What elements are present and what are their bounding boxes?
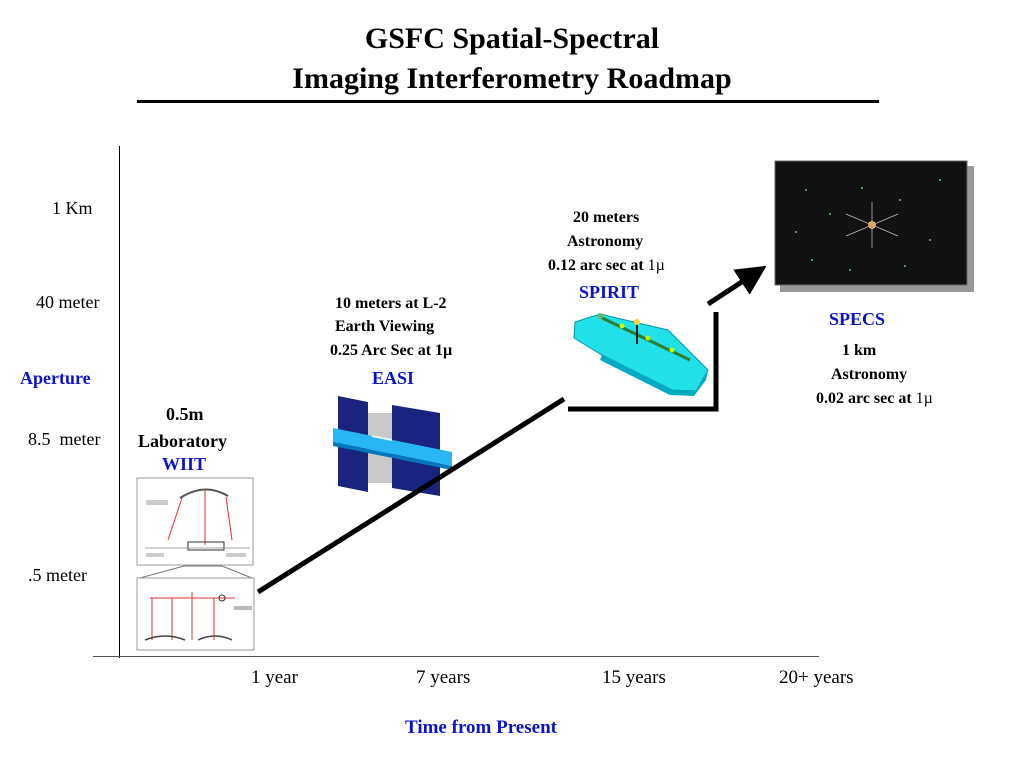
specs-image [774, 160, 974, 292]
y-tick-40m: 40 meter [36, 292, 100, 312]
title-line-2: Imaging Interferometry Roadmap [292, 62, 732, 95]
spirit-line-2: Astronomy [567, 233, 644, 250]
x-tick-20-years: 20+ years [779, 667, 854, 688]
wiit-schematic-lower [136, 565, 255, 651]
spirit-line-3-text: 0.12 arc sec at [548, 257, 644, 274]
specs-line-3-unit: 1µ [915, 390, 933, 407]
wiit-name: WIIT [162, 454, 207, 474]
roadmap-path [256, 265, 767, 595]
easi-line-3: 0.25 Arc Sec at 1µ [330, 342, 453, 359]
spirit-name: SPIRIT [579, 282, 640, 302]
easi-name: EASI [372, 368, 415, 388]
spirit-line-1: 20 meters [573, 209, 640, 226]
x-tick-15-years: 15 years [602, 667, 666, 688]
specs-line-3-text: 0.02 arc sec at [816, 390, 912, 407]
specs-line-1: 1 km [842, 342, 877, 359]
spirit-line-3: 0.12 arc sec at 1µ [548, 257, 665, 275]
x-tick-7-years: 7 years [416, 667, 471, 688]
x-axis-label: Time from Present [405, 717, 557, 738]
easi-line-1: 10 meters at L-2 [335, 295, 447, 312]
spirit-line-3-unit: 1µ [647, 257, 665, 274]
easi-spacecraft [333, 392, 455, 510]
wiit-desc: Laboratory [138, 431, 227, 451]
y-tick-0-5m: .5 meter [28, 565, 87, 585]
title-underline [137, 100, 879, 103]
y-tick-1km: 1 Km [52, 198, 93, 218]
specs-name: SPECS [829, 309, 886, 329]
wiit-schematic-upper [136, 477, 254, 566]
x-axis-line [93, 656, 819, 657]
y-tick-8-5m: 8.5 meter [28, 429, 101, 449]
wiit-aperture: 0.5m [166, 404, 204, 424]
easi-line-2: Earth Viewing [335, 318, 435, 335]
title-line-1: GSFC Spatial-Spectral [364, 22, 660, 55]
y-axis-line [119, 146, 120, 658]
x-tick-1-year: 1 year [251, 667, 298, 688]
y-axis-label: Aperture [20, 368, 91, 388]
specs-line-2: Astronomy [831, 366, 908, 383]
spirit-spacecraft [573, 313, 709, 396]
specs-line-3: 0.02 arc sec at 1µ [816, 390, 933, 408]
